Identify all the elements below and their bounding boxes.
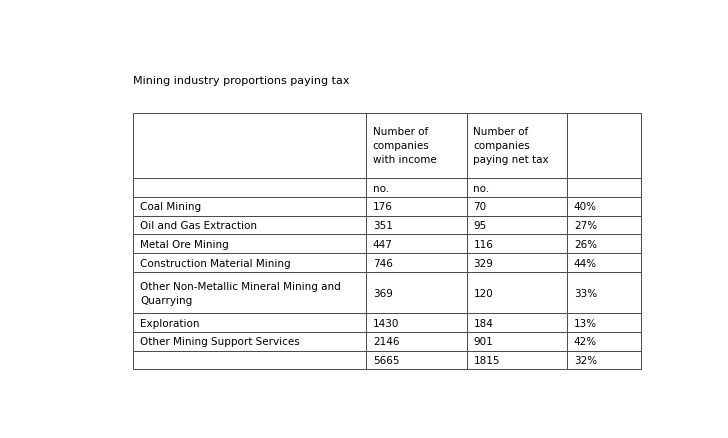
- Bar: [467, 216, 567, 235]
- Text: 351: 351: [373, 221, 392, 230]
- Text: Other Mining Support Services: Other Mining Support Services: [140, 336, 300, 346]
- Text: 27%: 27%: [574, 221, 597, 230]
- Bar: [366, 272, 467, 314]
- Text: Coal Mining: Coal Mining: [140, 202, 201, 212]
- Bar: [133, 179, 366, 198]
- Text: 1430: 1430: [373, 318, 399, 328]
- Text: 176: 176: [373, 202, 392, 212]
- Bar: [467, 235, 567, 254]
- Bar: [133, 254, 366, 272]
- Text: Number of
companies
with income: Number of companies with income: [373, 127, 437, 165]
- Text: 13%: 13%: [574, 318, 597, 328]
- Bar: [567, 332, 641, 351]
- Bar: [133, 351, 366, 370]
- Text: 184: 184: [473, 318, 493, 328]
- Bar: [133, 113, 366, 179]
- Text: 44%: 44%: [574, 258, 597, 268]
- Bar: [366, 113, 467, 179]
- Text: Exploration: Exploration: [140, 318, 199, 328]
- Bar: [567, 254, 641, 272]
- Text: 26%: 26%: [574, 239, 597, 249]
- Bar: [366, 254, 467, 272]
- Text: no.: no.: [373, 183, 389, 193]
- Bar: [567, 314, 641, 332]
- Text: Other Non-Metallic Mineral Mining and
Quarrying: Other Non-Metallic Mineral Mining and Qu…: [140, 281, 341, 305]
- Bar: [133, 332, 366, 351]
- Bar: [467, 272, 567, 314]
- Bar: [133, 314, 366, 332]
- Bar: [467, 314, 567, 332]
- Text: 746: 746: [373, 258, 392, 268]
- Bar: [567, 179, 641, 198]
- Bar: [467, 254, 567, 272]
- Bar: [567, 351, 641, 370]
- Bar: [133, 198, 366, 216]
- Bar: [366, 198, 467, 216]
- Bar: [366, 179, 467, 198]
- Text: 2146: 2146: [373, 336, 400, 346]
- Text: 40%: 40%: [574, 202, 597, 212]
- Bar: [133, 216, 366, 235]
- Bar: [133, 272, 366, 314]
- Text: 33%: 33%: [574, 288, 597, 298]
- Bar: [366, 216, 467, 235]
- Text: 1815: 1815: [473, 355, 500, 365]
- Text: 95: 95: [473, 221, 486, 230]
- Bar: [567, 272, 641, 314]
- Text: Metal Ore Mining: Metal Ore Mining: [140, 239, 229, 249]
- Bar: [133, 235, 366, 254]
- Text: no.: no.: [473, 183, 489, 193]
- Bar: [467, 113, 567, 179]
- Bar: [567, 235, 641, 254]
- Bar: [467, 351, 567, 370]
- Text: 5665: 5665: [373, 355, 400, 365]
- Bar: [467, 198, 567, 216]
- Text: 901: 901: [473, 336, 493, 346]
- Text: 70: 70: [473, 202, 486, 212]
- Text: 369: 369: [373, 288, 392, 298]
- Text: Oil and Gas Extraction: Oil and Gas Extraction: [140, 221, 257, 230]
- Bar: [467, 179, 567, 198]
- Bar: [366, 332, 467, 351]
- Bar: [567, 113, 641, 179]
- Text: Mining industry proportions paying tax: Mining industry proportions paying tax: [133, 76, 350, 86]
- Bar: [467, 332, 567, 351]
- Text: 447: 447: [373, 239, 392, 249]
- Bar: [366, 314, 467, 332]
- Text: 329: 329: [473, 258, 493, 268]
- Bar: [366, 351, 467, 370]
- Bar: [366, 235, 467, 254]
- Text: Construction Material Mining: Construction Material Mining: [140, 258, 290, 268]
- Text: Number of
companies
paying net tax: Number of companies paying net tax: [473, 127, 549, 165]
- Text: 116: 116: [473, 239, 493, 249]
- Bar: [567, 216, 641, 235]
- Text: 32%: 32%: [574, 355, 597, 365]
- Text: 42%: 42%: [574, 336, 597, 346]
- Text: 120: 120: [473, 288, 493, 298]
- Bar: [567, 198, 641, 216]
